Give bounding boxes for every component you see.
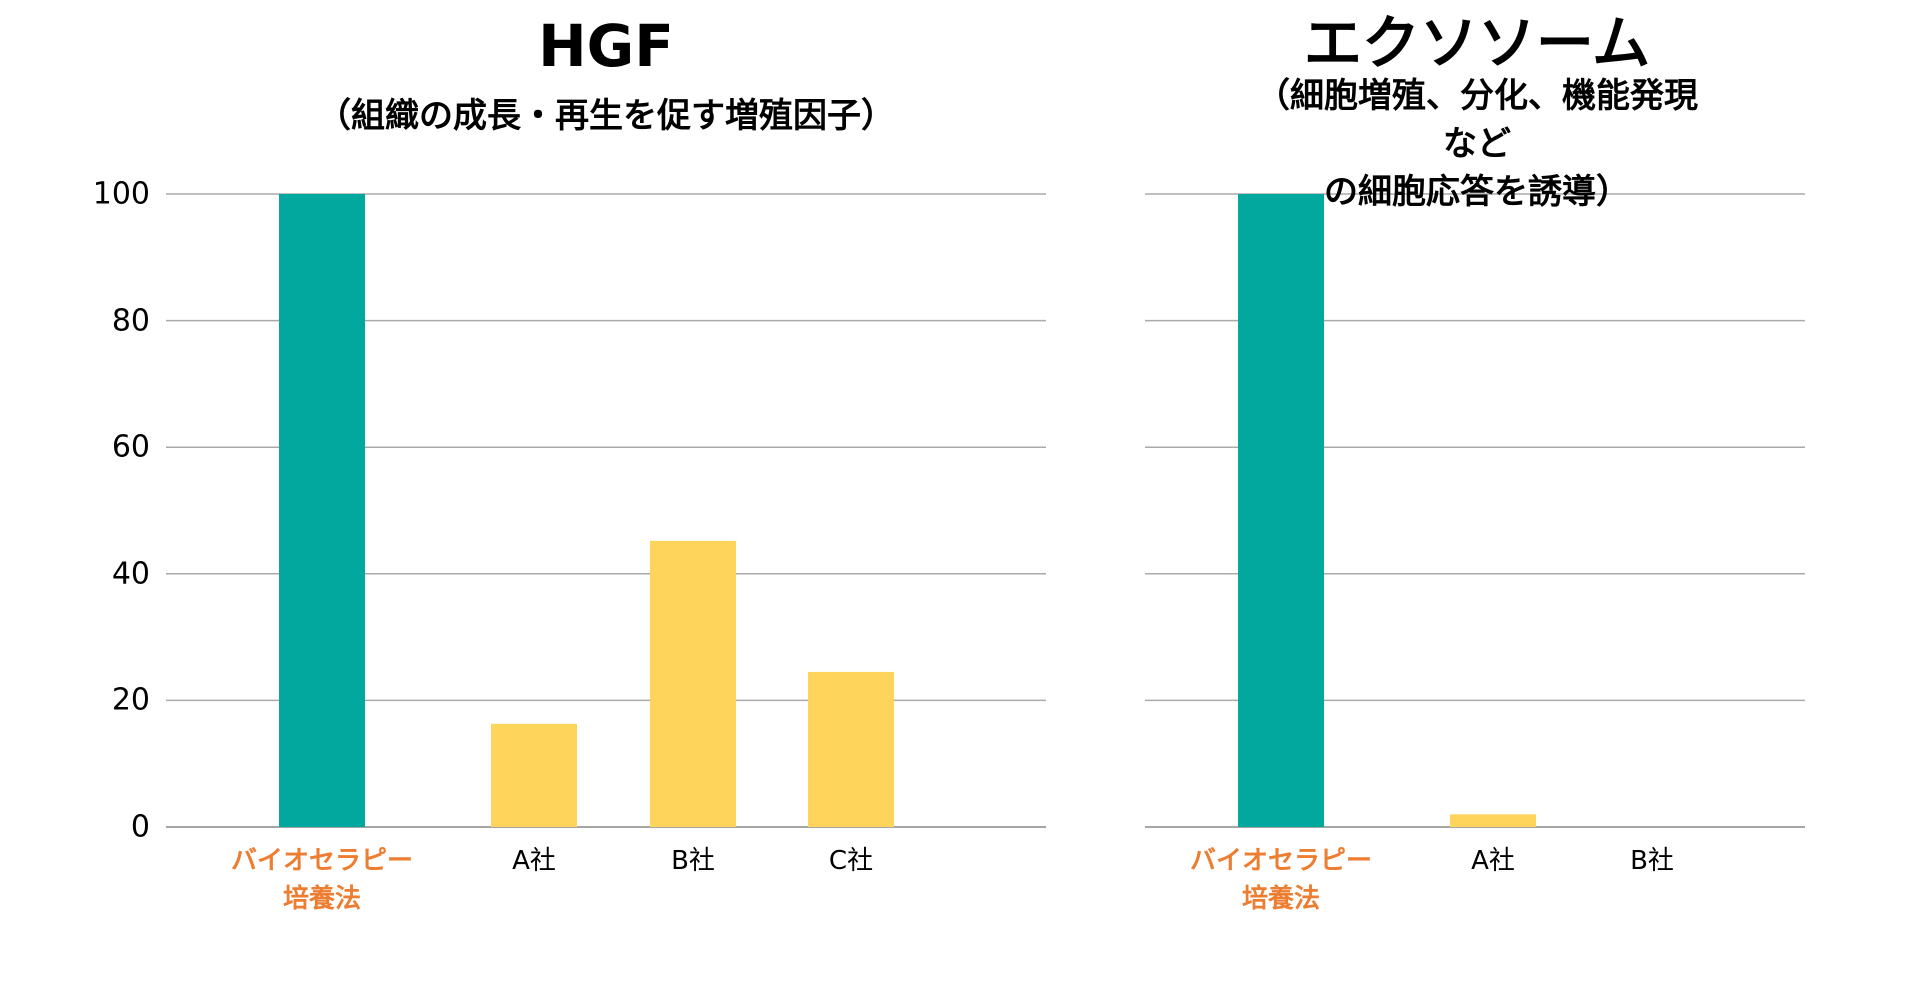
x-tick-label: A社	[1471, 846, 1515, 876]
chart-title: エクソソーム	[1303, 9, 1651, 77]
y-tick-label: 40	[111, 556, 150, 592]
y-tick-label: 0	[130, 809, 150, 845]
x-tick-label: A社	[512, 846, 556, 876]
chart-subtitle: （組織の成長・再生を促す増殖因子）	[317, 96, 895, 136]
y-tick-label: 20	[111, 682, 150, 718]
y-tick-label: 100	[92, 176, 150, 212]
x-tick-label: B社	[671, 846, 715, 876]
x-tick-label: バイオセラピー 培養法	[230, 846, 414, 914]
chart-title: HGF	[538, 12, 674, 80]
bar	[1450, 814, 1536, 827]
y-tick-label: 60	[111, 429, 150, 465]
bar	[1238, 194, 1324, 827]
x-tick-label: C社	[828, 846, 874, 876]
bar	[808, 671, 894, 827]
chart-subtitle: （細胞増殖、分化、機能発現など の細胞応答を誘導）	[1256, 76, 1698, 212]
x-tick-label: バイオセラピー 培養法	[1189, 846, 1373, 914]
bar	[650, 540, 736, 827]
bar	[279, 194, 365, 827]
x-tick-label: B社	[1630, 846, 1674, 876]
bar	[491, 723, 577, 827]
y-tick-label: 80	[111, 303, 150, 339]
